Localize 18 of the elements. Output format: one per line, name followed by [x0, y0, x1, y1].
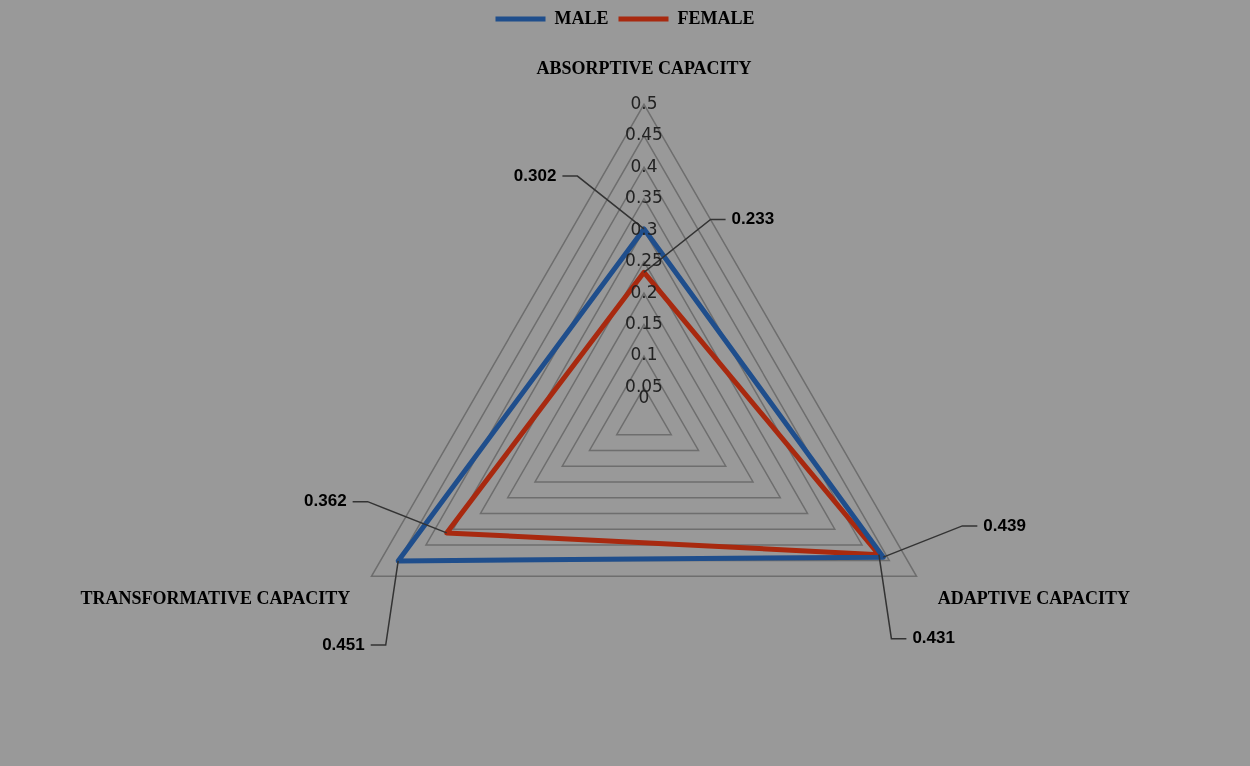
y-tick-label: 0.2: [630, 281, 658, 302]
y-tick-label: 0.35: [625, 187, 663, 208]
y-tick-label: 0.4: [630, 155, 658, 176]
data-label: 0.439: [983, 515, 1026, 535]
legend-label: FEMALE: [677, 7, 755, 28]
spoke-label: TRANSFORMATIVE CAPACITY: [80, 588, 351, 609]
data-label: 0.451: [322, 634, 365, 654]
data-label: 0.233: [731, 209, 775, 229]
y-tick-label: 0.15: [625, 313, 663, 334]
y-tick-label: 0.1: [630, 344, 658, 365]
data-label: 0.302: [513, 165, 557, 185]
data-label: 0.362: [304, 491, 347, 511]
spoke-label: ABSORPTIVE CAPACITY: [536, 57, 752, 78]
legend-label: MALE: [554, 7, 609, 28]
y-tick-label: 0.5: [630, 92, 658, 113]
spoke-label: ADAPTIVE CAPACITY: [937, 588, 1130, 609]
data-label: 0.431: [912, 628, 955, 648]
y-tick-label: 0.45: [625, 124, 663, 145]
